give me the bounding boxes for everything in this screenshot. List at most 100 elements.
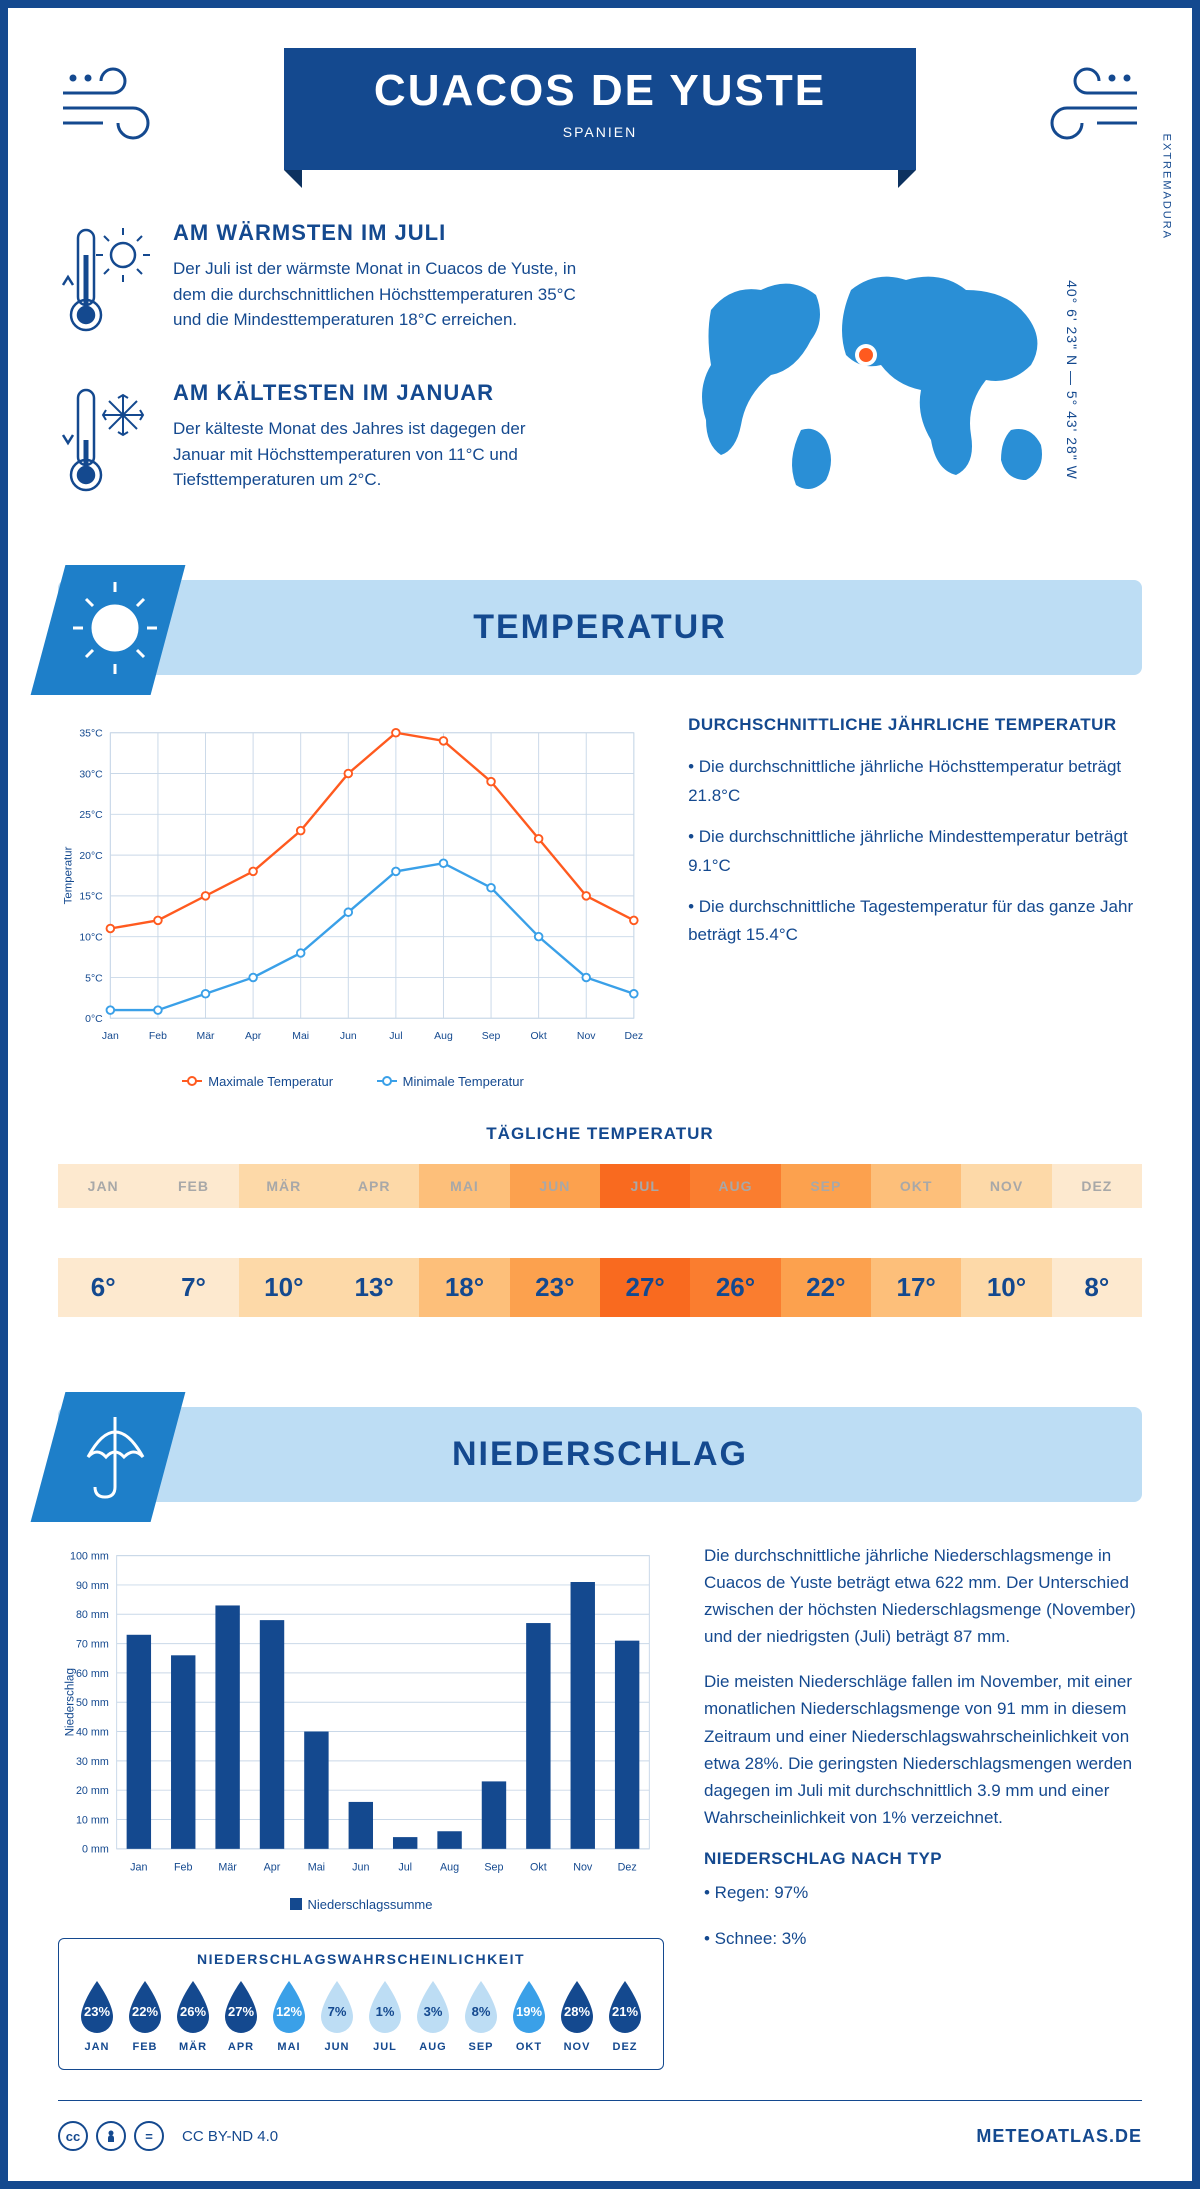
daily-temp-cell: 26° — [690, 1258, 780, 1317]
svg-text:Apr: Apr — [245, 1031, 262, 1042]
country-label: SPANIEN — [374, 124, 826, 140]
precip-para-2: Die meisten Niederschläge fallen im Nove… — [704, 1668, 1142, 1831]
region-label: EXTREMADURA — [1160, 134, 1172, 240]
svg-text:25°C: 25°C — [79, 810, 103, 821]
temp-bullet: • Die durchschnittliche Tagestemperatur … — [688, 893, 1142, 951]
svg-text:80 mm: 80 mm — [76, 1609, 109, 1621]
temperature-heading: TEMPERATUR — [88, 608, 1112, 647]
daily-temp-cell: 23° — [510, 1258, 600, 1317]
nd-icon: = — [134, 2121, 164, 2151]
svg-text:5°C: 5°C — [85, 973, 103, 984]
svg-text:Mär: Mär — [197, 1031, 216, 1042]
daily-temp-title: TÄGLICHE TEMPERATUR — [58, 1124, 1142, 1144]
svg-text:20 mm: 20 mm — [76, 1785, 109, 1797]
daily-temp-cell: 17° — [871, 1258, 961, 1317]
temperature-line-chart: 0°C5°C10°C15°C20°C25°C30°C35°CJanFebMärA… — [58, 715, 648, 1055]
footer: cc = CC BY-ND 4.0 METEOATLAS.DE — [58, 2100, 1142, 2151]
temperature-area: 0°C5°C10°C15°C20°C25°C30°C35°CJanFebMärA… — [58, 715, 1142, 1089]
svg-text:15°C: 15°C — [79, 892, 103, 903]
probability-cell: 7% JUN — [315, 1979, 359, 2053]
daily-month-cell: NOV — [961, 1164, 1051, 1208]
precip-type-bullet: • Regen: 97% — [704, 1879, 1142, 1906]
daily-temp-cell: 6° — [58, 1258, 148, 1317]
drop-icon: 28% — [555, 1979, 599, 2035]
svg-text:Nov: Nov — [577, 1031, 596, 1042]
svg-text:Mär: Mär — [218, 1861, 237, 1873]
daily-temp-cell: 27° — [600, 1258, 690, 1317]
daily-temp-cell: 13° — [329, 1258, 419, 1317]
drop-icon: 7% — [315, 1979, 359, 2035]
svg-text:Jun: Jun — [340, 1031, 357, 1042]
overview-section: AM WÄRMSTEN IM JULI Der Juli ist der wär… — [58, 220, 1142, 540]
svg-text:Jan: Jan — [102, 1031, 119, 1042]
probability-cell: 8% SEP — [459, 1979, 503, 2053]
header: CUACOS DE YUSTE SPANIEN — [58, 48, 1142, 170]
probability-title: NIEDERSCHLAGSWAHRSCHEINLICHKEIT — [75, 1951, 647, 1967]
legend-max: Maximale Temperatur — [208, 1074, 333, 1089]
warmest-text: Der Juli ist der wärmste Monat in Cuacos… — [173, 256, 580, 333]
daily-month-cell: JAN — [58, 1164, 148, 1208]
site-name: METEOATLAS.DE — [976, 2126, 1142, 2147]
daily-month-cell: SEP — [781, 1164, 871, 1208]
umbrella-icon — [48, 1392, 183, 1522]
svg-text:Mai: Mai — [292, 1031, 309, 1042]
license-text: CC BY-ND 4.0 — [182, 2128, 278, 2145]
location-title: CUACOS DE YUSTE — [374, 66, 826, 116]
svg-text:0°C: 0°C — [85, 1014, 103, 1025]
svg-text:Sep: Sep — [484, 1861, 503, 1873]
temp-bullet: • Die durchschnittliche jährliche Mindes… — [688, 823, 1142, 881]
svg-text:40 mm: 40 mm — [76, 1726, 109, 1738]
precipitation-info: Die durchschnittliche jährliche Niedersc… — [704, 1542, 1142, 2071]
svg-text:Jun: Jun — [352, 1861, 369, 1873]
probability-box: NIEDERSCHLAGSWAHRSCHEINLICHKEIT 23% JAN … — [58, 1938, 664, 2070]
svg-text:50 mm: 50 mm — [76, 1697, 109, 1709]
wind-icon — [58, 58, 178, 153]
daily-month-cell: MÄR — [239, 1164, 329, 1208]
svg-text:35°C: 35°C — [79, 729, 103, 740]
svg-text:Jul: Jul — [398, 1861, 412, 1873]
drop-icon: 12% — [267, 1979, 311, 2035]
probability-cell: 3% AUG — [411, 1979, 455, 2053]
world-map: EXTREMADURA 40° 6' 23" N — 5° 43' 28" W — [620, 220, 1142, 540]
drop-icon: 26% — [171, 1979, 215, 2035]
temperature-info: DURCHSCHNITTLICHE JÄHRLICHE TEMPERATUR •… — [688, 715, 1142, 1089]
svg-text:Aug: Aug — [440, 1861, 459, 1873]
precipitation-heading: NIEDERSCHLAG — [88, 1435, 1112, 1474]
svg-text:Okt: Okt — [530, 1861, 547, 1873]
probability-cell: 27% APR — [219, 1979, 263, 2053]
probability-cell: 12% MAI — [267, 1979, 311, 2053]
wind-icon — [1022, 58, 1142, 153]
drop-icon: 23% — [75, 1979, 119, 2035]
cc-icon: cc — [58, 2121, 88, 2151]
probability-cell: 19% OKT — [507, 1979, 551, 2053]
warmest-block: AM WÄRMSTEN IM JULI Der Juli ist der wär… — [58, 220, 580, 345]
warmest-title: AM WÄRMSTEN IM JULI — [173, 220, 580, 246]
legend-min: Minimale Temperatur — [403, 1074, 524, 1089]
daily-temp-cell: 8° — [1052, 1258, 1142, 1317]
probability-cell: 26% MÄR — [171, 1979, 215, 2053]
daily-month-cell: MAI — [419, 1164, 509, 1208]
svg-text:Feb: Feb — [174, 1861, 193, 1873]
probability-cell: 23% JAN — [75, 1979, 119, 2053]
svg-text:Mai: Mai — [308, 1861, 325, 1873]
drop-icon: 3% — [411, 1979, 455, 2035]
temperature-section-header: TEMPERATUR — [58, 580, 1142, 675]
probability-cell: 21% DEZ — [603, 1979, 647, 2053]
coldest-title: AM KÄLTESTEN IM JANUAR — [173, 380, 580, 406]
svg-text:30 mm: 30 mm — [76, 1755, 109, 1767]
precipitation-area: 0 mm10 mm20 mm30 mm40 mm50 mm60 mm70 mm8… — [58, 1542, 1142, 2071]
daily-temp-months-row: JANFEBMÄRAPRMAIJUNJULAUGSEPOKTNOVDEZ — [58, 1164, 1142, 1208]
daily-month-cell: DEZ — [1052, 1164, 1142, 1208]
coldest-text: Der kälteste Monat des Jahres ist dagege… — [173, 416, 580, 493]
drop-icon: 22% — [123, 1979, 167, 2035]
legend-precip: Niederschlagssumme — [308, 1897, 433, 1912]
thermometer-sun-icon — [58, 220, 153, 345]
svg-text:Dez: Dez — [625, 1031, 644, 1042]
daily-month-cell: OKT — [871, 1164, 961, 1208]
sun-icon — [48, 565, 183, 695]
svg-text:Niederschlag: Niederschlag — [64, 1668, 77, 1736]
daily-month-cell: JUL — [600, 1164, 690, 1208]
precip-type-title: NIEDERSCHLAG NACH TYP — [704, 1849, 1142, 1869]
svg-text:10°C: 10°C — [79, 932, 103, 943]
svg-text:Temperatur: Temperatur — [62, 846, 74, 904]
